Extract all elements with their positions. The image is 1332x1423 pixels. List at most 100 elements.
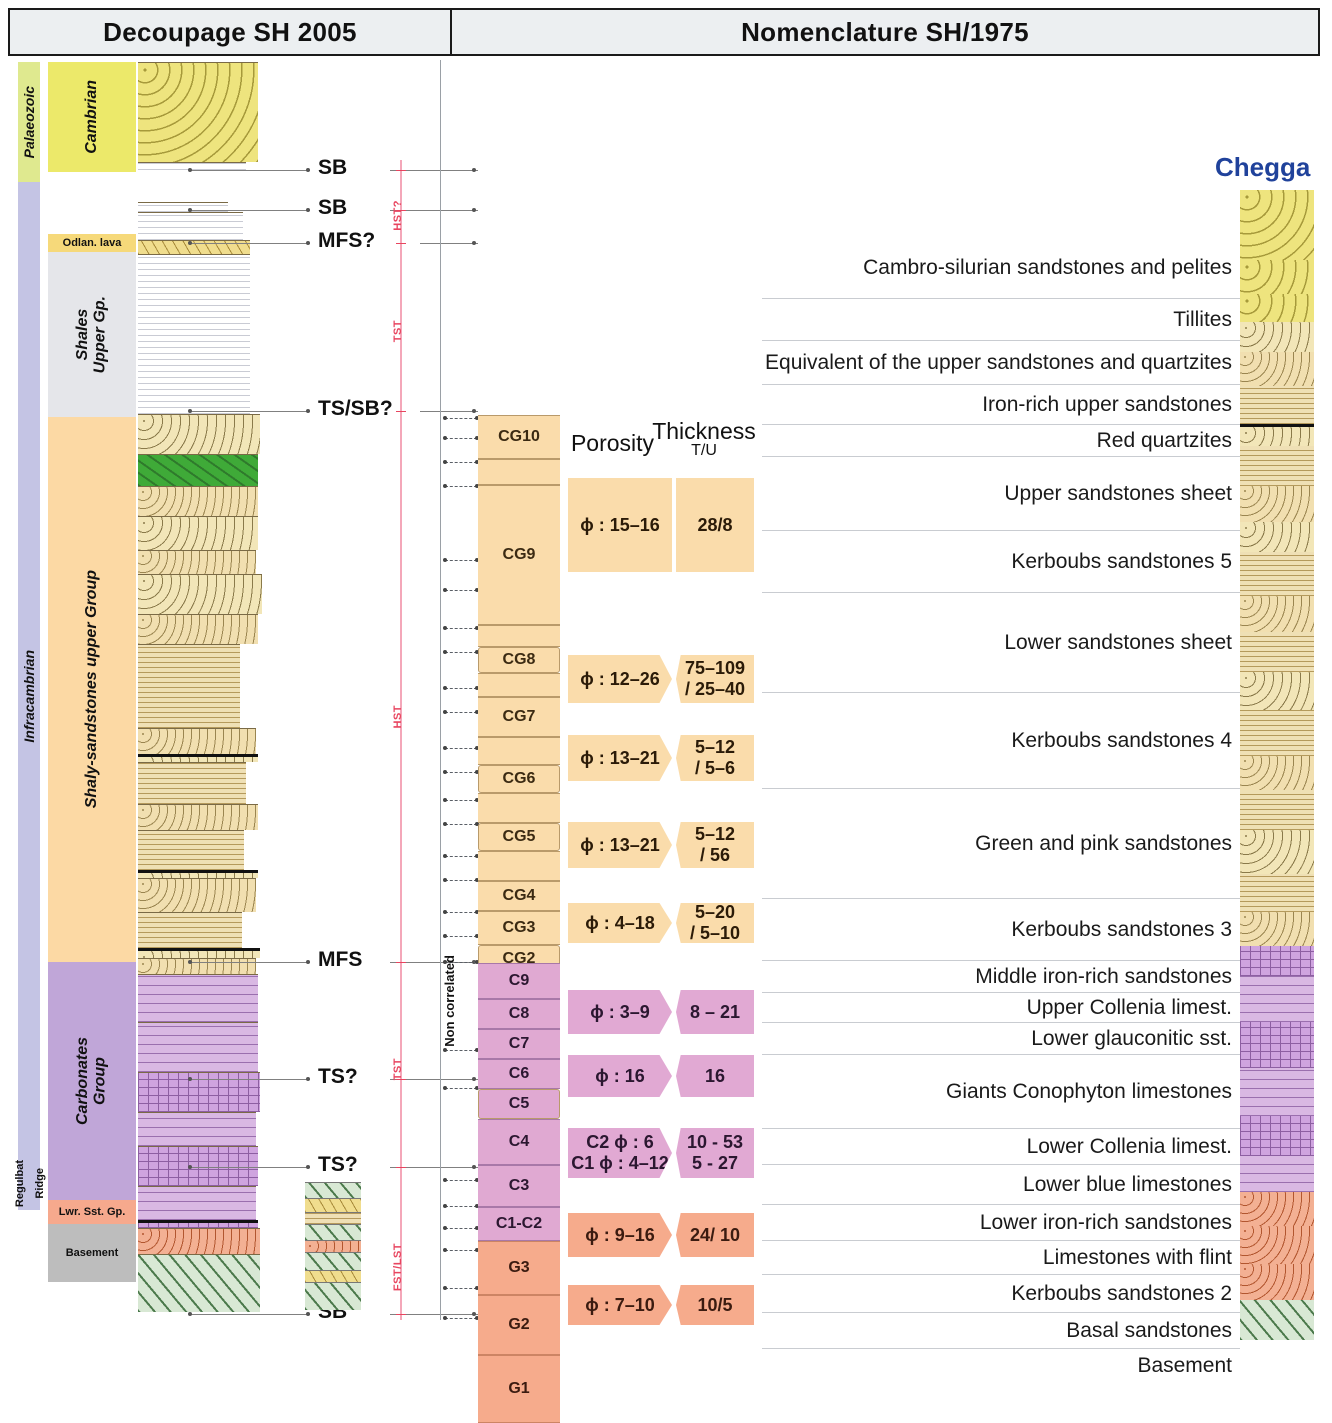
surface-dot-left-0 [188,168,192,172]
tick-dot-left-11 [443,770,447,774]
tick-dot-right-1 [475,436,479,440]
tick-dot-left-2 [443,460,447,464]
group-column: Cambrian Odlan. lava Shales Upper Gp. Shaly-… [48,62,136,1282]
litho-layer-15 [138,754,258,762]
nomenclature-row-14: Giants Conophyton limestones [762,1054,1240,1128]
litho-layer-1 [138,162,246,170]
litho-layer-11 [138,574,262,614]
surface-dot-right-1 [306,208,310,212]
litho-layer-31 [138,1228,260,1254]
reservoir-unit-C1-C2: C1-C2 [478,1207,560,1241]
surface-dot-right-0 [306,168,310,172]
inset-layer-5 [305,1252,361,1270]
tick-dot-left-10 [443,746,447,750]
surface-dot-right-5 [306,1077,310,1081]
surface-leader-7 [190,1314,310,1315]
group-band-5: Lwr. Sst. Gp. [48,1200,136,1224]
surface-label-1: SB [318,196,348,219]
inset-layer-3 [305,1224,361,1240]
litho-layer-29 [138,1186,256,1220]
litho-layer-7 [138,454,258,486]
litho-layer-8 [138,486,258,516]
nomenclature-row-7: Lower sandstones sheet [762,592,1240,692]
litho-layer-6 [138,414,260,454]
tick-dot-right-4 [475,558,479,562]
tick-dot-right-8 [475,686,479,690]
surface-leader-right-4 [390,962,478,963]
chegga-layer-13 [1240,672,1314,710]
tick-dot-right-18 [475,960,479,964]
chegga-layer-16 [1240,790,1314,830]
surface-dot-left-5 [188,1077,192,1081]
tick-18 [445,962,477,963]
tick-dot-left-17 [443,934,447,938]
surface-label-5: TS? [318,1065,358,1088]
tick-dot-right-22 [475,1204,479,1208]
surface-dot-far-1 [472,208,476,212]
tick-dot-left-16 [443,910,447,914]
tick-21 [445,1180,477,1181]
surface-leader-0 [190,170,310,171]
era-column: Palaeozoic Infracambrian [18,62,40,1210]
chegga-layer-18 [1240,874,1314,912]
red-tick-4 [396,962,406,963]
tick-dot-left-8 [443,686,447,690]
chegga-layer-25 [1240,1156,1314,1192]
group-band-label: Carbonates Group [74,1036,109,1126]
surface-dot-far-0 [472,168,476,172]
chegga-layer-14 [1240,710,1314,756]
surface-leader-1 [190,210,310,211]
group-band-1: Odlan. lava [48,234,136,252]
chart-header: Decoupage SH 2005 Nomenclature SH/1975 [8,8,1320,56]
tick-dot-left-25 [443,1286,447,1290]
chegga-layer-20 [1240,946,1314,976]
litho-layer-13 [138,644,240,728]
group-band-2: Shales Upper Gp. [48,252,136,417]
group-band-label: Shaly-sandstones upper Group [83,570,101,809]
tick-dot-right-20 [475,1086,479,1090]
chegga-title: Chegga [1215,152,1311,182]
tick-dot-left-4 [443,558,447,562]
surface-dot-right-2 [306,241,310,245]
chegga-layer-3 [1240,322,1314,352]
group-band-6: Basement [48,1224,136,1282]
tick-dot-left-0 [443,416,447,420]
litho-layer-18 [138,830,244,870]
surface-dot-left-3 [188,409,192,413]
reservoir-unit-G3: G3 [478,1241,560,1295]
surface-leader-6 [190,1167,310,1168]
chegga-layer-21 [1240,976,1314,1022]
tick-dot-left-22 [443,1204,447,1208]
chegga-layer-27 [1240,1226,1314,1264]
tick-dot-left-26 [443,1316,447,1320]
chegga-layer-22 [1240,1022,1314,1068]
porosity-header: Porosity [570,430,655,456]
tick-dot-left-20 [443,1086,447,1090]
tick-15 [445,880,477,881]
litho-layer-22 [138,948,260,958]
chegga-layer-28 [1240,1264,1314,1300]
thickness-value-5: 8 – 21 [676,990,754,1034]
nomenclature-row-1: Tillites [762,298,1240,340]
tick-8 [445,688,477,689]
non-correlated-label: Non correlated [442,955,457,1047]
tick-12 [445,800,477,801]
tick-dot-left-18 [443,960,447,964]
chegga-layer-24 [1240,1116,1314,1156]
tick-dot-left-12 [443,798,447,802]
surface-dot-left-4 [188,960,192,964]
inset-layer-6 [305,1270,361,1282]
chegga-layer-6 [1240,424,1314,446]
era-band-label: Palaeozoic [21,85,37,159]
tick-dot-right-23 [475,1226,479,1230]
reservoir-unit-C5: C5 [478,1089,560,1119]
tick-dot-left-1 [443,436,447,440]
tick-dot-left-6 [443,626,447,630]
systems-tract-0: HST? [392,200,404,231]
nomenclature-row-8: Kerboubs sandstones 4 [762,692,1240,788]
red-tick-7 [396,1314,406,1315]
nomenclature-row-0: Cambro-silurian sandstones and pelites [863,256,1232,280]
red-tick-1 [396,210,406,211]
chegga-layer-26 [1240,1192,1314,1226]
porosity-value-1: ϕ : 12–26 [568,655,672,703]
